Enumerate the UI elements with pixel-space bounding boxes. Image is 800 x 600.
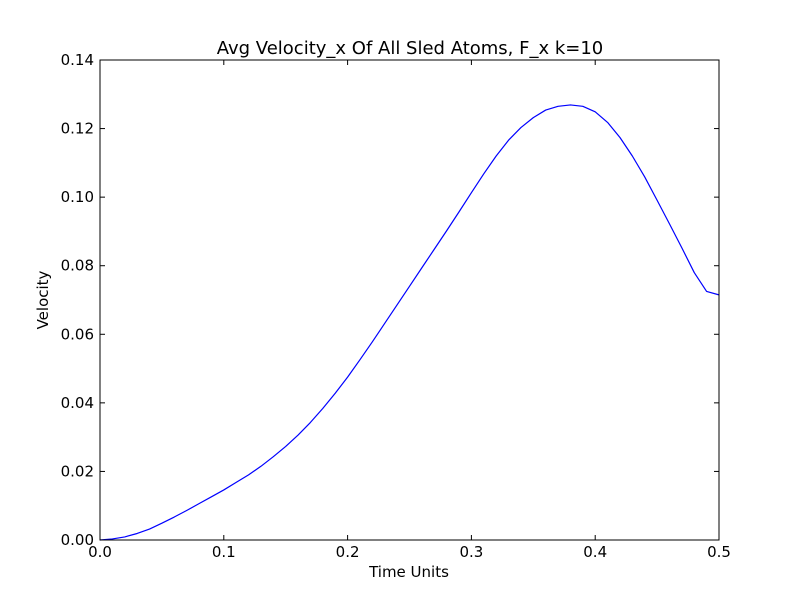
y-axis-label: Velocity (34, 270, 52, 329)
x-tick-label: 0.1 (212, 543, 236, 561)
y-tick-label: 0.04 (61, 394, 94, 412)
y-tick-label: 0.02 (61, 462, 94, 480)
y-tick-label: 0.10 (61, 188, 94, 206)
y-tick-label: 0.12 (61, 120, 94, 138)
series-line-0 (99, 104, 720, 541)
y-tick-label: 0.00 (61, 531, 94, 549)
x-tick-label: 0.4 (583, 543, 607, 561)
y-tick-label: 0.14 (61, 51, 94, 69)
x-tick-label: 0.2 (336, 543, 360, 561)
x-tick-label: 0.5 (707, 543, 731, 561)
x-tick-label: 0.0 (88, 543, 112, 561)
x-axis-label: Time Units (368, 563, 449, 581)
chart-title: Avg Velocity_x Of All Sled Atoms, F_x k=… (217, 38, 604, 59)
y-tick-label: 0.06 (61, 325, 94, 343)
y-tick-label: 0.08 (61, 257, 94, 275)
x-tick-label: 0.3 (459, 543, 483, 561)
plot-frame (99, 59, 720, 541)
